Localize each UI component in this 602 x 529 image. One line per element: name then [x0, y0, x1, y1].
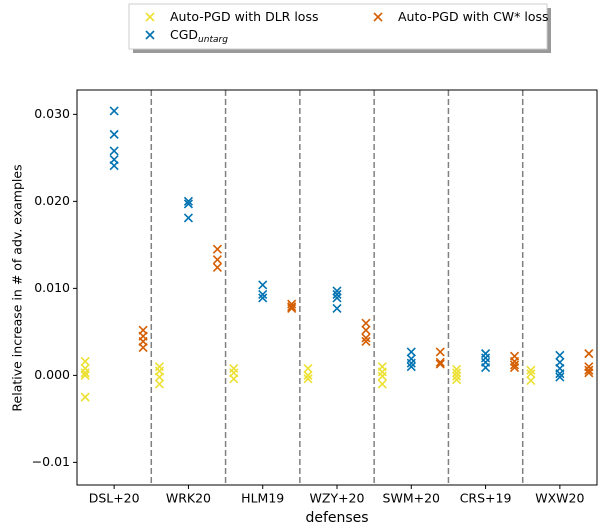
marker: [377, 379, 387, 389]
legend-text: CGD: [170, 27, 198, 42]
marker: [452, 371, 462, 381]
x-tick-label: WZY+20: [310, 491, 365, 506]
marker: [109, 129, 119, 139]
marker: [212, 255, 222, 265]
marker: [332, 303, 342, 313]
x-tick-label: DSL+20: [89, 491, 140, 506]
marker: [154, 362, 165, 372]
marker: [183, 199, 193, 209]
marker: [303, 370, 313, 380]
legend-text: Auto-PGD with DLR loss: [170, 9, 318, 24]
marker: [212, 244, 222, 254]
marker: [212, 262, 222, 273]
marker: [258, 280, 268, 290]
marker: [377, 367, 387, 377]
y-axis-label: Relative increase in # of adv. examples: [10, 164, 25, 411]
marker: [154, 372, 165, 382]
marker: [452, 375, 462, 385]
x-tick-label: HLM19: [241, 491, 284, 506]
legend-marker: [145, 12, 155, 22]
y-tick-label: 0.010: [34, 280, 70, 295]
marker: [435, 357, 445, 367]
y-tick-label: 0.020: [34, 193, 70, 208]
plot-frame: [76, 89, 598, 486]
marker: [109, 106, 119, 116]
x-axis-label: defenses: [305, 510, 368, 526]
marker: [406, 358, 416, 368]
marker: [377, 371, 387, 381]
x-tick-label: WRK20: [166, 491, 211, 506]
x-tick-label: WXW20: [535, 491, 584, 506]
marker: [509, 360, 520, 370]
legend-label: CGDuntarg: [170, 27, 228, 45]
marker: [109, 161, 119, 171]
legend-subscript: untarg: [198, 35, 228, 45]
marker: [406, 362, 416, 372]
marker: [406, 354, 416, 364]
legend: [128, 3, 548, 50]
marker: [584, 368, 594, 378]
marker: [406, 347, 416, 357]
marker: [584, 365, 594, 375]
marker: [332, 286, 342, 296]
marker: [80, 370, 90, 380]
marker: [303, 374, 313, 384]
legend-text: Auto-PGD with CW* loss: [398, 9, 549, 24]
x-tick-label: CRS+19: [460, 491, 512, 506]
marker: [258, 289, 268, 300]
x-tick-label: SWM+20: [383, 491, 441, 506]
y-tick-label: 0.000: [34, 367, 70, 382]
marker: [109, 146, 119, 156]
marker: [481, 349, 491, 359]
marker: [526, 365, 536, 375]
marker: [361, 336, 371, 347]
marker: [555, 372, 565, 382]
marker: [80, 363, 90, 373]
marker: [584, 349, 594, 359]
marker: [555, 369, 565, 379]
y-tick-label: 0.030: [34, 106, 70, 121]
marker: [361, 333, 371, 343]
legend-label: Auto-PGD with CW* loss: [398, 9, 549, 24]
marker: [435, 359, 445, 369]
marker: [80, 368, 90, 378]
marker: [526, 369, 536, 379]
marker: [303, 363, 313, 373]
marker: [138, 342, 148, 353]
marker: [229, 374, 239, 384]
marker: [452, 368, 462, 378]
marker: [183, 196, 193, 206]
marker: [80, 392, 90, 402]
marker: [481, 353, 491, 363]
marker: [361, 318, 371, 328]
legend-marker: [145, 30, 155, 40]
marker: [481, 362, 491, 373]
marker: [258, 293, 268, 303]
marker: [287, 302, 297, 312]
y-tick-label: −0.01: [32, 454, 70, 469]
marker: [287, 303, 297, 313]
marker: [509, 362, 520, 373]
marker: [154, 379, 165, 389]
marker: [332, 293, 342, 303]
marker: [183, 213, 193, 223]
marker: [526, 376, 536, 386]
marker: [555, 350, 565, 360]
marker: [332, 289, 342, 300]
marker: [452, 364, 462, 374]
marker: [435, 347, 445, 357]
marker: [229, 363, 239, 373]
marker: [361, 325, 371, 335]
legend-marker: [373, 12, 383, 22]
marker: [80, 356, 90, 367]
legend-label: Auto-PGD with DLR loss: [170, 9, 318, 24]
